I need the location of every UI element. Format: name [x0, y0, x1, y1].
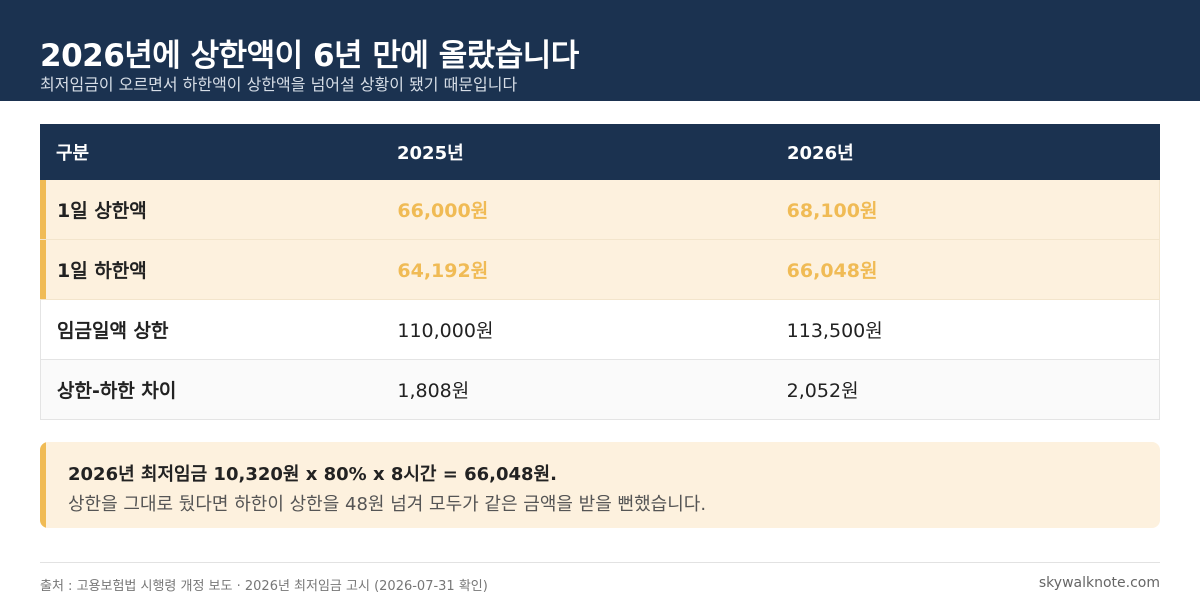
page-title: 2026년에 상한액이 6년 만에 올랐습니다: [40, 38, 579, 74]
header-banner: 2026년에 상한액이 6년 만에 올랐습니다 최저임금이 오르면서 하한액이 …: [0, 0, 1200, 101]
cell-2026: 2,052원: [786, 380, 859, 402]
table-row: 상한-하한 차이 1,808원 2,052원: [40, 360, 1160, 420]
cell-2025: 64,192원: [397, 260, 489, 282]
table-row: 임금일액 상한 110,000원 113,500원: [40, 300, 1160, 360]
row-label: 상한-하한 차이: [57, 380, 177, 402]
row-label: 임금일액 상한: [57, 320, 169, 342]
column-header-category: 구분: [56, 143, 90, 164]
source-text: 출처 : 고용보험법 시행령 개정 보도 · 2026년 최저임금 고시 (20…: [40, 579, 488, 594]
table-row: 1일 하한액 64,192원 66,048원: [40, 240, 1160, 300]
page-subtitle: 최저임금이 오르면서 하한액이 상한액을 넘어설 상황이 됐기 때문입니다: [40, 75, 518, 94]
table-row: 1일 상한액 66,000원 68,100원: [40, 180, 1160, 240]
column-header-2025: 2025년: [397, 143, 464, 164]
column-header-2026: 2026년: [787, 143, 854, 164]
cell-2025: 110,000원: [397, 320, 494, 342]
note-accent-bar: [40, 442, 46, 528]
note-explanation: 상한을 그대로 뒀다면 하한이 상한을 48원 넘겨 모두가 같은 금액을 받을…: [68, 494, 707, 515]
cell-2025: 66,000원: [397, 200, 489, 222]
comparison-table: 구분 2025년 2026년 1일 상한액 66,000원 68,100원 1일…: [40, 124, 1160, 420]
cell-2026: 68,100원: [786, 200, 878, 222]
note-formula: 2026년 최저임금 10,320원 x 80% x 8시간 = 66,048원…: [68, 464, 557, 485]
cell-2026: 113,500원: [786, 320, 883, 342]
row-label: 1일 하한액: [57, 260, 147, 282]
cell-2025: 1,808원: [397, 380, 470, 402]
calculation-note: 2026년 최저임금 10,320원 x 80% x 8시간 = 66,048원…: [40, 442, 1160, 528]
row-label: 1일 상한액: [57, 200, 147, 222]
brand-text: skywalknote.com: [1038, 575, 1160, 591]
footer-divider: [40, 562, 1160, 563]
table-header: 구분 2025년 2026년: [40, 124, 1160, 180]
cell-2026: 66,048원: [786, 260, 878, 282]
